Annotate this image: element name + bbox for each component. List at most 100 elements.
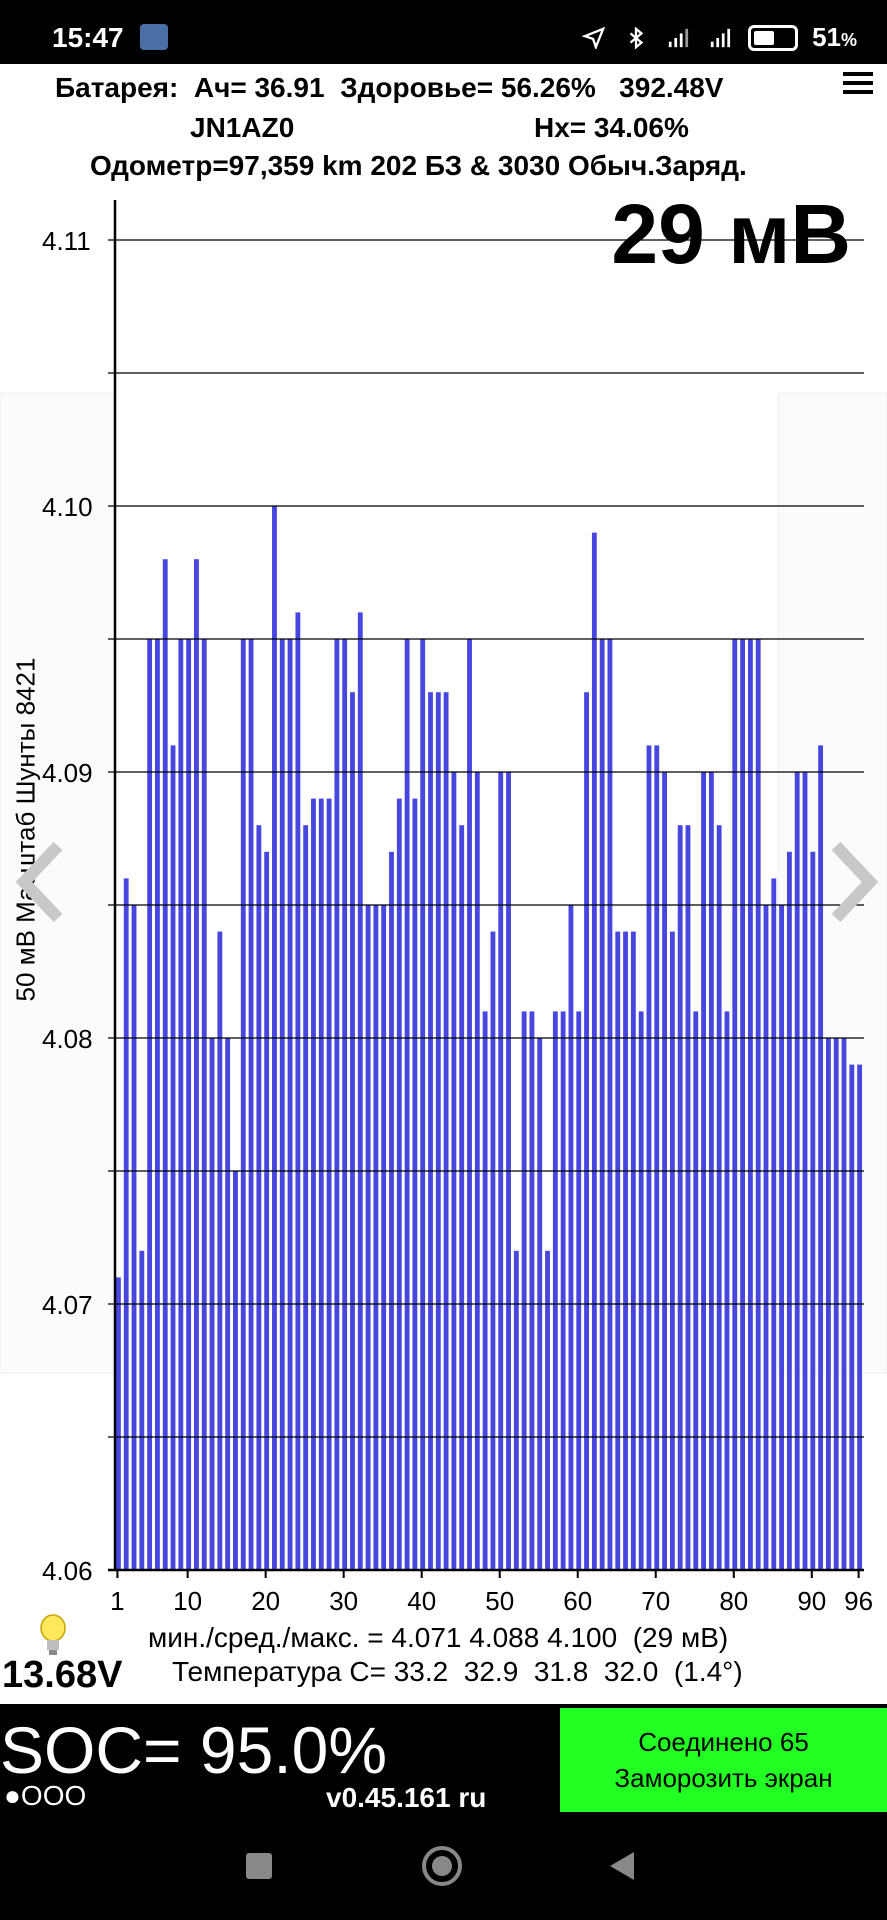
bar-cell-26 xyxy=(311,798,316,1570)
x-tick-label: 96 xyxy=(844,1586,873,1616)
battery-percent: 51% xyxy=(812,22,857,53)
odometer-label: Одометр=97,359 km 202 БЗ & 3030 Обыч.Зар… xyxy=(90,150,747,181)
bar-cell-23 xyxy=(287,639,293,1570)
bar-cell-61 xyxy=(584,692,589,1570)
bar-cell-85 xyxy=(771,878,777,1570)
y-tick-label: 4.08 xyxy=(42,1024,93,1054)
bar-cell-28 xyxy=(326,798,332,1570)
bar-cell-65 xyxy=(615,931,621,1570)
battery-percent-value: 51 xyxy=(812,22,841,52)
bar-cell-83 xyxy=(755,639,761,1570)
battery-icon xyxy=(748,24,799,51)
bar-cell-41 xyxy=(428,692,433,1570)
bar-cell-20 xyxy=(264,851,270,1570)
cell-delta-value: 29 мВ xyxy=(611,187,851,281)
bar-cell-90 xyxy=(810,851,816,1570)
x-tick-label: 70 xyxy=(641,1586,670,1616)
home-icon[interactable] xyxy=(422,1846,462,1886)
bar-cell-18 xyxy=(248,639,254,1570)
bar-cell-82 xyxy=(747,639,753,1570)
bar-cell-80 xyxy=(732,639,738,1570)
previous-page-icon[interactable] xyxy=(14,840,66,924)
bar-cell-79 xyxy=(724,1011,730,1570)
bar-cell-6 xyxy=(155,639,160,1570)
vin-label: JN1AZ0 xyxy=(190,112,295,143)
bar-cell-69 xyxy=(646,745,652,1570)
bluetooth-icon xyxy=(629,26,644,49)
bar-cell-57 xyxy=(552,1011,558,1570)
bar-cell-34 xyxy=(373,905,379,1570)
bar-cell-9 xyxy=(178,639,184,1570)
bar-cell-38 xyxy=(404,639,410,1570)
bar-cell-39 xyxy=(412,798,418,1570)
bar-cell-16 xyxy=(233,1171,238,1570)
bar-cell-2 xyxy=(123,878,129,1570)
bar-cell-60 xyxy=(576,1011,582,1570)
bar-cell-45 xyxy=(459,825,465,1570)
bar-cell-29 xyxy=(334,639,340,1570)
bar-cell-53 xyxy=(521,1011,527,1570)
status-bar: 15:47 51% xyxy=(0,0,887,64)
bar-cell-91 xyxy=(818,745,824,1570)
car-icon xyxy=(140,24,168,50)
min-avg-max-stats: мин./сред./макс. = 4.071 4.088 4.100 (29… xyxy=(148,1622,729,1653)
bar-cell-59 xyxy=(568,905,574,1570)
bar-cell-12 xyxy=(201,639,207,1570)
signal-icon xyxy=(710,28,731,47)
bar-cell-25 xyxy=(303,825,309,1570)
bar-cell-43 xyxy=(443,692,449,1570)
bar-cell-40 xyxy=(420,639,426,1570)
lightbulb-icon[interactable] xyxy=(38,1614,68,1658)
x-tick-label: 40 xyxy=(407,1586,436,1616)
bar-cell-10 xyxy=(186,639,192,1570)
bar-cell-22 xyxy=(279,639,285,1570)
menu-icon[interactable] xyxy=(843,72,873,96)
bar-cell-74 xyxy=(685,825,691,1570)
bar-cell-58 xyxy=(560,1011,566,1570)
x-tick-label: 20 xyxy=(251,1586,280,1616)
bar-cell-42 xyxy=(435,692,441,1570)
bar-cell-46 xyxy=(467,639,472,1570)
y-tick-label: 4.10 xyxy=(42,492,93,522)
bar-cell-48 xyxy=(482,1011,488,1570)
bar-cell-56 xyxy=(545,1250,550,1570)
bar-cell-31 xyxy=(350,692,355,1570)
recent-apps-icon[interactable] xyxy=(246,1853,272,1879)
signal-icon xyxy=(668,28,689,47)
battery-percent-unit: % xyxy=(840,30,857,50)
bar-cell-87 xyxy=(786,851,792,1570)
freeze-screen-label: Заморозить экран xyxy=(614,1763,833,1793)
y-axis-title: 50 мВ Масштаб Шунты 8421 xyxy=(10,657,41,1002)
x-tick-label: 50 xyxy=(485,1586,514,1616)
hx-label: Hx= 34.06% xyxy=(534,112,689,143)
bar-cell-1 xyxy=(116,1277,121,1570)
bar-cell-68 xyxy=(638,1011,644,1570)
bar-cell-84 xyxy=(763,905,769,1570)
bar-cell-30 xyxy=(342,639,348,1570)
next-page-icon[interactable] xyxy=(828,840,880,924)
bar-cell-52 xyxy=(513,1250,519,1570)
connection-status-label: Соединено 65 xyxy=(638,1727,809,1757)
x-tick-label: 10 xyxy=(173,1586,202,1616)
bar-cell-66 xyxy=(623,931,628,1570)
x-tick-label: 80 xyxy=(719,1586,748,1616)
bar-cell-36 xyxy=(389,851,394,1570)
bar-cell-86 xyxy=(779,905,785,1570)
x-tick-label: 60 xyxy=(563,1586,592,1616)
x-tick-label: 30 xyxy=(329,1586,358,1616)
bar-cell-11 xyxy=(194,559,199,1570)
bar-cell-70 xyxy=(654,745,660,1570)
bar-cell-19 xyxy=(256,825,262,1570)
bar-cell-33 xyxy=(365,905,371,1570)
aux-battery-voltage: 13.68V xyxy=(2,1654,123,1696)
x-tick-label: 90 xyxy=(797,1586,826,1616)
bar-cell-64 xyxy=(607,639,613,1570)
bar-cell-35 xyxy=(381,905,387,1570)
bar-cell-4 xyxy=(139,1250,145,1570)
connection-freeze-button[interactable]: Соединено 65 Заморозить экран xyxy=(560,1708,887,1812)
back-icon[interactable] xyxy=(610,1852,634,1880)
status-icons: 51% xyxy=(580,22,857,53)
temperature-stats: Температура С= 33.2 32.9 31.8 32.0 (1.4°… xyxy=(172,1656,743,1687)
bar-cell-14 xyxy=(217,931,223,1570)
bar-cell-37 xyxy=(396,798,402,1570)
